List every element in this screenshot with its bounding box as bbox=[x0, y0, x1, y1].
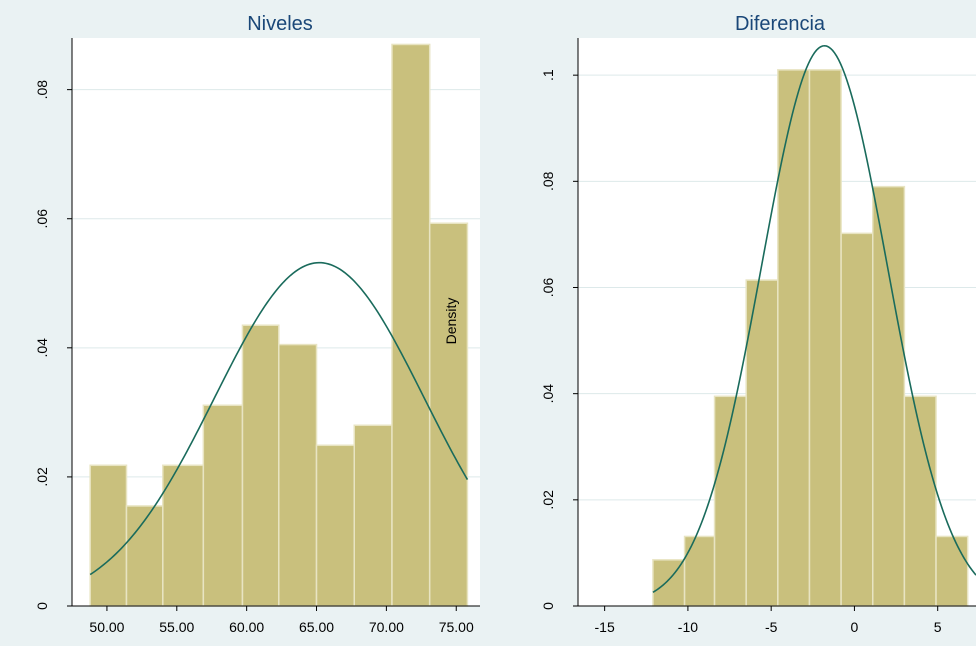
chart-title-niveles: Niveles bbox=[247, 13, 313, 35]
y-tick-label-niveles: .08 bbox=[34, 80, 50, 100]
histogram-bar-diferencia bbox=[713, 395, 747, 607]
x-tick-label-niveles: 60.00 bbox=[229, 619, 264, 635]
histogram-bar-diferencia bbox=[683, 535, 716, 607]
y-ticks-niveles: 0 .02 .04 .06 .08 bbox=[34, 80, 72, 610]
x-tick-label-niveles: 70.00 bbox=[369, 619, 404, 635]
histogram-bar-niveles bbox=[391, 43, 431, 607]
histogram-bar-diferencia bbox=[745, 279, 779, 607]
histogram-bar-niveles bbox=[125, 505, 164, 607]
x-tick-label-niveles: 65.00 bbox=[299, 619, 334, 635]
y-tick-label-niveles: .04 bbox=[34, 338, 50, 358]
histogram-bar-diferencia bbox=[777, 69, 811, 607]
y-tick-label-diferencia: .04 bbox=[540, 384, 556, 404]
y-tick-label-diferencia: .1 bbox=[540, 69, 556, 81]
x-tick-label-diferencia: 0 bbox=[851, 619, 859, 635]
x-ticks-diferencia: -15 -10 -5 0 5 bbox=[595, 606, 942, 635]
histogram-bar-diferencia bbox=[808, 69, 842, 607]
histogram-bar-niveles bbox=[202, 404, 244, 607]
histogram-bar-niveles bbox=[162, 464, 205, 607]
histogram-bar-niveles bbox=[278, 343, 318, 607]
x-tick-label-diferencia: -5 bbox=[765, 619, 778, 635]
x-tick-label-niveles: 55.00 bbox=[159, 619, 194, 635]
normal-curve-niveles bbox=[89, 261, 469, 576]
histogram-bar-diferencia bbox=[935, 535, 969, 607]
histogram-bar-niveles bbox=[353, 424, 393, 607]
x-tick-label-diferencia: 5 bbox=[934, 619, 942, 635]
y-ticks-diferencia: 0 .02 .04 .06 .08 .1 bbox=[540, 69, 578, 610]
histogram-bar-diferencia bbox=[840, 232, 874, 607]
x-ticks-niveles: 50.00 55.00 60.00 65.00 70.00 75.00 bbox=[89, 606, 474, 635]
panel-niveles: 50.00 55.00 60.00 65.00 70.00 75.00 0 .02 .04 .0… bbox=[34, 13, 480, 635]
y-axis-label-niveles: Density bbox=[443, 298, 459, 345]
x-tick-label-niveles: 75.00 bbox=[439, 619, 474, 635]
y-tick-label-niveles: 0 bbox=[34, 602, 50, 610]
x-tick-label-niveles: 50.00 bbox=[89, 619, 124, 635]
y-tick-label-niveles: .06 bbox=[34, 209, 50, 229]
histogram-bar-diferencia bbox=[872, 185, 906, 607]
histogram-bar-niveles bbox=[428, 222, 469, 607]
y-tick-label-diferencia: .08 bbox=[540, 171, 556, 191]
chart-title-diferencia: Diferencia bbox=[735, 13, 826, 35]
normal-curve-diferencia bbox=[652, 44, 976, 594]
y-tick-label-niveles: .02 bbox=[34, 467, 50, 487]
y-tick-label-diferencia: 0 bbox=[540, 602, 556, 610]
x-tick-label-diferencia: -10 bbox=[678, 619, 698, 635]
x-tick-label-diferencia: -15 bbox=[595, 619, 615, 635]
panel-diferencia: -15 -10 -5 0 5 0 .02 .04 .06 .08 .1 Diferencia bbox=[540, 13, 976, 635]
histogram-bar-niveles bbox=[89, 464, 128, 607]
histogram-bar-niveles bbox=[315, 444, 355, 607]
y-tick-label-diferencia: .06 bbox=[540, 278, 556, 298]
histogram-bar-niveles bbox=[241, 324, 280, 607]
y-tick-label-diferencia: .02 bbox=[540, 490, 556, 510]
bars-diferencia bbox=[652, 69, 969, 607]
